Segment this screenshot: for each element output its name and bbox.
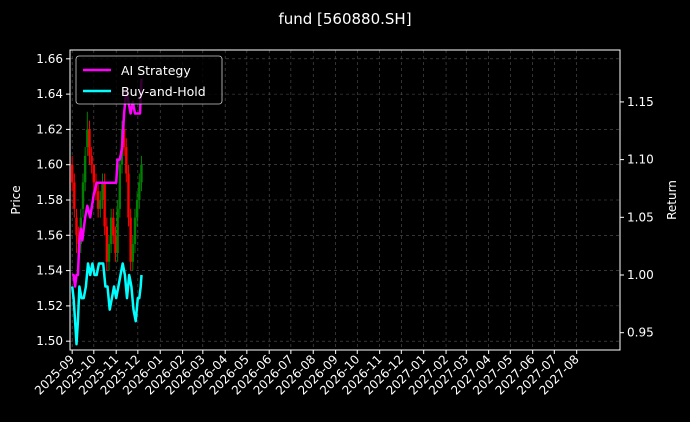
candle-body xyxy=(135,200,139,218)
legend-box xyxy=(75,55,223,105)
candle-body xyxy=(81,182,85,209)
y-right-tick-label: 1.15 xyxy=(627,95,654,109)
candle-body xyxy=(114,235,117,253)
y-left-tick-label: 1.54 xyxy=(36,264,63,278)
candle-body xyxy=(133,217,137,245)
candle-body xyxy=(86,129,89,148)
legend: AI Strategy Buy-and-Hold xyxy=(75,55,223,105)
y-left-tick-label: 1.66 xyxy=(36,52,63,66)
candle-body xyxy=(112,217,115,236)
candle-body xyxy=(103,182,106,227)
candle-body xyxy=(140,164,143,183)
y-axis-right-label: Return xyxy=(665,180,679,220)
y-left-tick-label: 1.60 xyxy=(36,158,63,172)
y-left-tick-label: 1.52 xyxy=(36,299,63,313)
y-axis-left-label: Price xyxy=(9,185,23,214)
candle-body xyxy=(83,155,87,183)
y-right-tick-label: 1.00 xyxy=(627,268,654,282)
candle-body xyxy=(131,244,134,262)
candle-body xyxy=(101,182,104,200)
candle-body xyxy=(70,164,74,183)
y-right-tick-label: 0.95 xyxy=(627,326,654,340)
candle-body xyxy=(88,129,91,156)
candle-body xyxy=(122,129,126,148)
candle-body xyxy=(75,217,78,236)
y-axis-right: 0.95 1.00 1.05 1.10 1.15 xyxy=(620,95,654,340)
chart-title: fund [560880.SH] xyxy=(278,10,411,28)
candle-body xyxy=(125,147,128,174)
y-left-tick-label: 1.58 xyxy=(36,193,63,207)
legend-label-buy-and-hold: Buy-and-Hold xyxy=(121,84,206,99)
x-axis: 2025-092025-102025-112025-122026-012026-… xyxy=(32,350,582,398)
legend-label-ai-strategy: AI Strategy xyxy=(121,63,191,78)
candle-body xyxy=(99,200,102,209)
y-left-tick-label: 1.56 xyxy=(36,228,63,242)
y-left-tick-label: 1.50 xyxy=(36,334,63,348)
candle-body xyxy=(73,182,76,209)
series-line-buy-and-hold xyxy=(70,262,143,346)
candle-body xyxy=(116,208,119,253)
y-left-tick-label: 1.62 xyxy=(36,122,63,136)
y-left-tick-label: 1.64 xyxy=(36,87,63,101)
candle-body xyxy=(107,244,111,262)
candle-body xyxy=(127,173,130,218)
candle-body xyxy=(138,182,141,200)
candle-body xyxy=(96,191,100,209)
candle-body xyxy=(129,217,132,262)
y-axis-left: 1.50 1.52 1.54 1.56 1.58 1.60 1.62 1.64 1.66 xyxy=(36,52,70,348)
candle-body xyxy=(118,164,122,209)
candles xyxy=(70,111,143,271)
series-lines xyxy=(70,78,143,346)
y-right-tick-label: 1.10 xyxy=(627,153,654,167)
candle-body xyxy=(109,217,113,245)
candle-body xyxy=(90,155,93,165)
candle-body xyxy=(92,164,96,183)
series-line-ai-strategy xyxy=(72,78,143,288)
y-right-tick-label: 1.05 xyxy=(627,210,654,224)
candle-body xyxy=(105,226,109,262)
